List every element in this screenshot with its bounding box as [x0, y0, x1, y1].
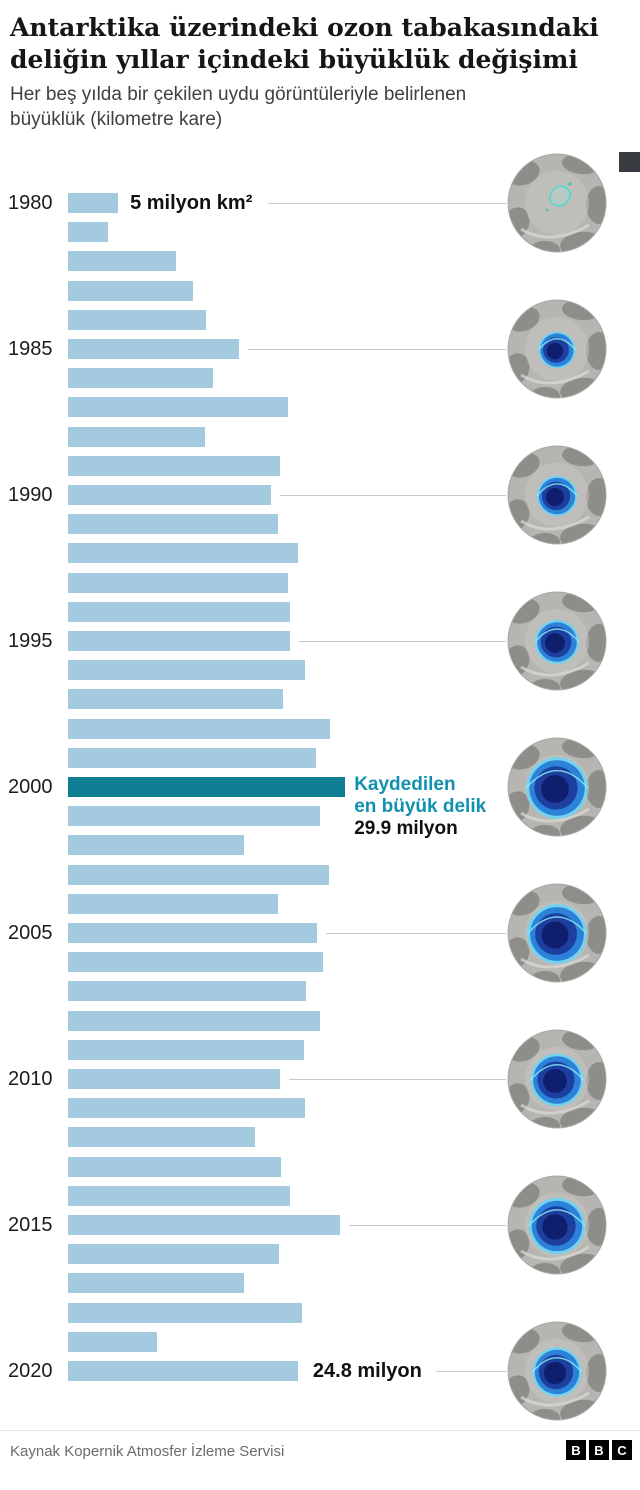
satellite-image-1980 [507, 153, 607, 253]
page-title-line-1: Antarktika üzerindeki ozon tabakasındaki [10, 13, 599, 42]
bar-2016 [68, 1244, 280, 1265]
bar-2001 [68, 806, 321, 827]
satellite-image-1995 [507, 591, 607, 691]
annotation-1980: 5 milyon km² [130, 192, 253, 214]
bar-2006 [68, 952, 323, 973]
satellite-globe-icon [507, 591, 607, 691]
annotation-2000: Kaydedilen en büyük delik 29.9 milyon [354, 774, 486, 840]
satellite-image-1990 [507, 445, 607, 545]
satellite-globe-icon [507, 1175, 607, 1275]
bar-1980 [68, 193, 119, 213]
year-label-2000: 2000 [8, 776, 53, 798]
satellite-globe-icon [507, 883, 607, 983]
satellite-globe-icon [507, 153, 607, 253]
bar-1996 [68, 660, 306, 681]
bar-2012 [68, 1127, 256, 1148]
bar-1998 [68, 718, 331, 739]
bar-1995 [68, 631, 290, 651]
bar-1986 [68, 368, 213, 389]
year-label-2015: 2015 [8, 1214, 53, 1236]
bar-1991 [68, 514, 278, 535]
satellite-image-2015 [507, 1175, 607, 1275]
satellite-image-2010 [507, 1029, 607, 1129]
satellite-image-2000 [507, 737, 607, 837]
bar-2008 [68, 1010, 321, 1031]
bar-2003 [68, 864, 330, 885]
bar-2004 [68, 893, 278, 914]
year-label-1980: 1980 [8, 192, 53, 214]
year-label-1985: 1985 [8, 338, 53, 360]
year-label-1995: 1995 [8, 630, 53, 652]
connector-line-2015 [348, 1225, 506, 1226]
satellite-image-1985 [507, 299, 607, 399]
year-label-1990: 1990 [8, 484, 53, 506]
bar-1984 [68, 309, 207, 330]
bar-2011 [68, 1098, 306, 1119]
connector-line-1980 [268, 203, 506, 204]
connector-line-1990 [280, 495, 506, 496]
annotation-2000-label-line-1: Kaydedilen [354, 774, 456, 795]
year-label-2020: 2020 [8, 1360, 53, 1382]
connector-line-2020 [436, 1371, 506, 1372]
satellite-image-corner [619, 152, 640, 172]
satellite-globe-icon [507, 1029, 607, 1129]
bar-2013 [68, 1156, 282, 1177]
bar-2005 [68, 923, 318, 943]
connector-line-2010 [289, 1079, 506, 1080]
bar-2015 [68, 1215, 340, 1235]
bar-1990 [68, 485, 271, 505]
bar-2014 [68, 1185, 290, 1206]
connector-line-1995 [298, 641, 506, 642]
bar-2000 [68, 777, 346, 797]
bar-1981 [68, 222, 108, 243]
page-title-line-2: deliğin yıllar içindeki büyüklük değişim… [10, 44, 578, 74]
page-subtitle-line-2: büyüklük (kilometre kare) [10, 109, 223, 131]
bar-1993 [68, 572, 288, 593]
source-text: Kaynak Kopernik Atmosfer İzleme Servisi [10, 1443, 285, 1460]
satellite-globe-icon [507, 1321, 607, 1421]
bar-1988 [68, 426, 206, 447]
annotation-2020: 24.8 milyon [312, 1360, 422, 1382]
bar-2007 [68, 981, 307, 1002]
year-label-2010: 2010 [8, 1068, 53, 1090]
bar-1985 [68, 339, 239, 359]
bar-1983 [68, 280, 194, 301]
bar-2010 [68, 1069, 281, 1089]
bbc-logo-block-b2: B [589, 1440, 609, 1460]
bar-2002 [68, 835, 245, 856]
bar-1999 [68, 747, 316, 768]
page-subtitle-line-1: Her beş yılda bir çekilen uydu görüntüle… [10, 84, 467, 105]
footer: Kaynak Kopernik Atmosfer İzleme Servisi … [0, 1430, 640, 1490]
connector-line-2005 [326, 933, 506, 934]
bbc-logo: B B C [566, 1440, 632, 1460]
bar-2017 [68, 1273, 245, 1294]
year-label-2005: 2005 [8, 922, 53, 944]
page-subtitle: Her beş yılda bir çekilen uydu görüntüle… [10, 82, 590, 132]
satellite-globe-icon [507, 737, 607, 837]
annotation-2000-value: 29.9 milyon [354, 818, 458, 839]
satellite-image-2005 [507, 883, 607, 983]
satellite-globe-icon [507, 299, 607, 399]
satellite-image-2020 [507, 1321, 607, 1421]
bbc-logo-block-c: C [612, 1440, 632, 1460]
connector-line-1985 [247, 349, 506, 350]
bar-1989 [68, 455, 281, 476]
satellite-globe-icon [507, 445, 607, 545]
bar-1994 [68, 601, 290, 622]
bar-2020 [68, 1361, 298, 1381]
bbc-logo-block-b1: B [566, 1440, 586, 1460]
page-title: Antarktika üzerindeki ozon tabakasındaki… [0, 0, 640, 75]
bar-2018 [68, 1302, 302, 1323]
bar-1982 [68, 251, 176, 272]
bar-2009 [68, 1039, 304, 1060]
annotation-2000-label-line-2: en büyük delik [354, 796, 487, 817]
bar-1987 [68, 397, 288, 418]
bar-1997 [68, 689, 284, 710]
bar-1992 [68, 543, 298, 564]
bar-2019 [68, 1331, 157, 1352]
